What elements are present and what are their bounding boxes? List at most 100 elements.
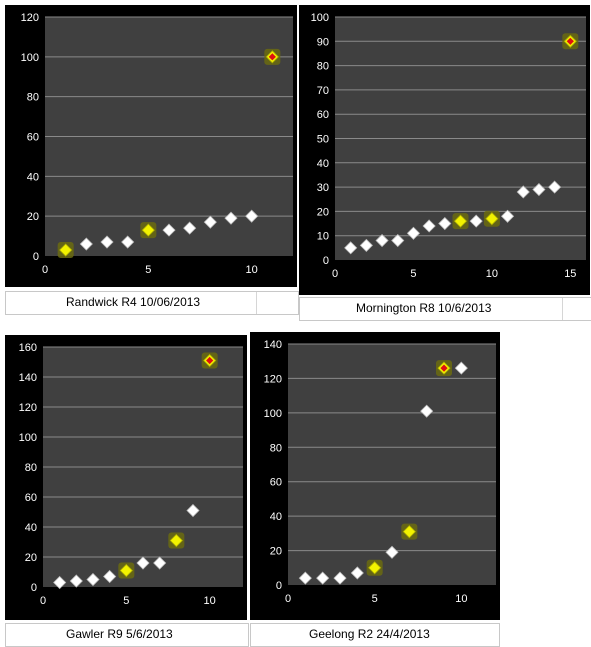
data-point-gawler-6 (136, 556, 150, 570)
y-tick-label-randwick-0: 0 (33, 251, 39, 263)
data-point-randwick-1 (57, 242, 74, 259)
data-point-geelong-4 (350, 566, 364, 580)
data-point-mornington-1 (344, 241, 358, 255)
chart-randwick: 0 20 40 60 80 100 120 0 5 10 (5, 5, 297, 287)
caption-text-mornington: Mornington R8 10/6/2013 (356, 301, 492, 315)
data-point-geelong-2 (316, 571, 330, 585)
x-tick-label-gawler-5: 5 (123, 595, 129, 607)
y-tick-label-randwick-100: 100 (21, 52, 39, 64)
y-tick-label-mornington-80: 80 (317, 61, 329, 73)
y-tick-label-geelong-140: 140 (264, 339, 282, 351)
data-point-geelong-1 (298, 571, 312, 585)
data-point-mornington-11 (500, 209, 515, 223)
data-point-randwick-6 (162, 223, 176, 237)
data-point-geelong-5 (366, 559, 383, 576)
data-point-geelong-9 (436, 360, 452, 377)
data-point-mornington-5 (406, 226, 421, 240)
caption-randwick: Randwick R4 10/06/2013 (5, 291, 299, 315)
data-point-mornington-14 (548, 180, 562, 194)
data-point-mornington-6 (422, 219, 436, 233)
y-tick-label-geelong-40: 40 (270, 511, 282, 523)
data-point-randwick-5 (140, 222, 157, 239)
x-tick-label-randwick-10: 10 (246, 264, 258, 276)
chart-svg-randwick: 0 20 40 60 80 100 120 0 5 10 (21, 12, 293, 276)
y-tick-label-mornington-90: 90 (317, 36, 329, 48)
data-point-gawler-10 (201, 352, 218, 369)
data-point-gawler-8 (168, 532, 185, 549)
chart-mornington: 0 10 20 30 40 50 60 70 80 90 100 0 5 10 15 (299, 5, 590, 295)
y-tick-label-mornington-0: 0 (323, 255, 329, 267)
y-tick-label-gawler-100: 100 (19, 432, 37, 444)
y-tick-label-geelong-80: 80 (270, 442, 282, 454)
caption-gawler: Gawler R9 5/6/2013 (5, 623, 249, 647)
caption-text-gawler: Gawler R9 5/6/2013 (66, 627, 173, 641)
y-tick-label-geelong-60: 60 (270, 477, 282, 489)
data-point-randwick-2 (79, 237, 93, 251)
x-tick-label-gawler-0: 0 (40, 595, 46, 607)
y-tick-label-mornington-20: 20 (317, 206, 329, 218)
data-point-gawler-4 (103, 569, 117, 584)
caption-text-geelong: Geelong R2 24/4/2013 (309, 627, 430, 641)
data-point-geelong-7 (401, 523, 418, 540)
y-tick-label-mornington-10: 10 (317, 231, 329, 243)
y-tick-label-mornington-60: 60 (317, 109, 329, 121)
data-point-gawler-9 (186, 503, 200, 518)
chart-gawler: 0 20 40 60 80 100 120 140 160 0 5 10 (5, 335, 247, 620)
data-point-mornington-4 (391, 233, 405, 248)
y-tick-label-gawler-120: 120 (19, 402, 37, 414)
x-tick-label-geelong-10: 10 (455, 593, 467, 605)
x-tick-label-mornington-5: 5 (410, 268, 416, 280)
y-tick-label-gawler-0: 0 (31, 582, 37, 594)
caption-text-randwick: Randwick R4 10/06/2013 (66, 295, 201, 309)
data-point-geelong-6 (385, 545, 399, 559)
x-tick-label-mornington-0: 0 (332, 268, 338, 280)
y-tick-label-gawler-160: 160 (19, 342, 37, 354)
x-tick-label-geelong-0: 0 (285, 593, 291, 605)
chart-svg-gawler: 0 20 40 60 80 100 120 140 160 0 5 10 (19, 342, 243, 607)
x-tick-label-mornington-15: 15 (564, 268, 576, 280)
data-point-randwick-9 (224, 211, 238, 225)
data-point-gawler-5 (118, 562, 135, 579)
data-point-randwick-11 (264, 48, 281, 65)
chart-svg-mornington: 0 10 20 30 40 50 60 70 80 90 100 0 5 10 15 (311, 12, 586, 280)
y-tick-label-gawler-20: 20 (25, 552, 37, 564)
data-point-geelong-8 (420, 404, 434, 418)
chart-geelong: 0 20 40 60 80 100 120 140 0 5 10 (250, 332, 500, 620)
y-tick-label-gawler-80: 80 (25, 462, 37, 474)
x-tick-label-geelong-5: 5 (372, 593, 378, 605)
data-point-mornington-12 (516, 185, 530, 199)
y-tick-label-randwick-20: 20 (27, 211, 39, 223)
y-tick-label-geelong-20: 20 (270, 546, 282, 558)
data-point-gawler-1 (53, 575, 67, 590)
data-point-mornington-13 (532, 182, 546, 197)
data-point-randwick-7 (183, 221, 197, 235)
y-tick-label-geelong-0: 0 (276, 580, 282, 592)
y-tick-label-randwick-120: 120 (21, 12, 39, 24)
data-point-mornington-7 (438, 216, 452, 231)
x-tick-label-mornington-10: 10 (486, 268, 498, 280)
data-point-mornington-15 (562, 33, 579, 50)
y-tick-label-gawler-140: 140 (19, 372, 37, 384)
y-tick-label-mornington-30: 30 (317, 182, 329, 194)
data-point-gawler-3 (86, 572, 100, 587)
caption-geelong: Geelong R2 24/4/2013 (250, 623, 500, 647)
data-point-mornington-10 (483, 210, 500, 227)
y-tick-label-gawler-40: 40 (25, 522, 37, 534)
data-point-mornington-8 (452, 213, 469, 230)
y-tick-label-mornington-50: 50 (317, 134, 329, 146)
data-point-mornington-9 (469, 214, 483, 228)
y-tick-label-randwick-80: 80 (27, 92, 39, 104)
data-point-randwick-10 (245, 209, 259, 223)
y-tick-label-mornington-40: 40 (317, 158, 329, 170)
y-tick-label-mornington-70: 70 (317, 85, 329, 97)
data-point-gawler-2 (69, 574, 83, 588)
data-point-randwick-3 (100, 235, 114, 249)
data-point-mornington-3 (375, 233, 389, 248)
data-point-mornington-2 (359, 238, 373, 252)
data-point-randwick-4 (121, 235, 135, 249)
plot-area-geelong (288, 344, 496, 585)
x-tick-label-randwick-5: 5 (145, 264, 151, 276)
data-point-geelong-10 (454, 361, 468, 375)
x-tick-label-gawler-10: 10 (204, 595, 216, 607)
y-tick-label-geelong-100: 100 (264, 408, 282, 420)
